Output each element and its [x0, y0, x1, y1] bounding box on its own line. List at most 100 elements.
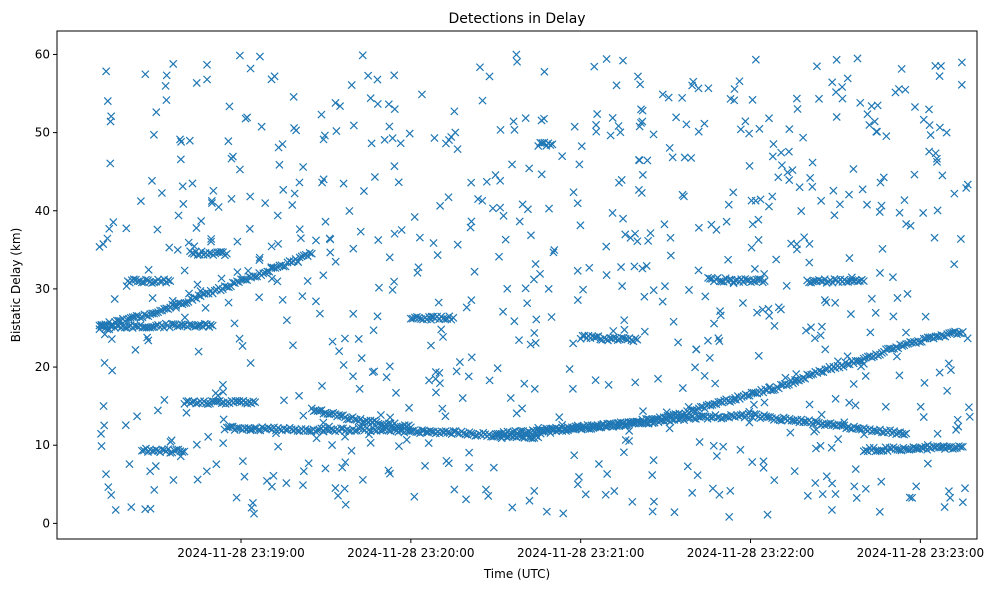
data-point — [665, 424, 674, 433]
data-point — [141, 70, 150, 79]
data-point — [851, 401, 860, 410]
data-point — [295, 391, 304, 400]
x-tick-label: 2024-11-28 23:20:00 — [347, 546, 474, 560]
data-point — [406, 423, 415, 432]
data-point — [282, 479, 291, 488]
data-point — [164, 276, 173, 285]
data-point — [845, 254, 854, 263]
data-point — [499, 307, 508, 316]
plot-area-frame — [56, 30, 978, 540]
data-point — [878, 244, 887, 253]
data-point — [366, 94, 375, 103]
data-point — [829, 186, 838, 195]
data-point — [590, 62, 599, 71]
data-point — [801, 326, 811, 335]
data-point — [693, 471, 702, 480]
data-point — [832, 112, 841, 122]
data-point — [792, 370, 801, 379]
data-point — [97, 429, 106, 438]
data-point — [388, 134, 397, 143]
data-point — [750, 410, 759, 419]
data-point — [755, 124, 764, 133]
data-point — [192, 78, 201, 87]
data-point — [215, 248, 224, 257]
data-point — [770, 476, 779, 485]
data-point — [196, 286, 205, 296]
data-point — [474, 195, 483, 204]
data-point — [100, 358, 109, 367]
data-point — [881, 402, 890, 411]
data-point — [678, 190, 687, 199]
data-point — [747, 196, 756, 205]
data-point — [879, 173, 888, 182]
data-point — [462, 303, 471, 312]
data-point — [751, 55, 760, 64]
data-point — [745, 407, 754, 416]
data-point — [331, 484, 340, 493]
data-point — [559, 425, 568, 434]
data-point — [293, 426, 302, 435]
data-point — [658, 297, 667, 306]
data-point — [193, 475, 202, 484]
data-point — [575, 160, 584, 169]
data-point — [106, 159, 115, 168]
data-point — [958, 498, 967, 507]
data-point — [125, 460, 134, 469]
data-point — [705, 353, 714, 362]
data-point — [489, 463, 498, 472]
x-axis-ticks: 2024-11-28 23:19:00 2024-11-28 23:20:00 20… — [177, 539, 984, 560]
data-point — [827, 443, 836, 452]
data-point — [581, 490, 590, 499]
data-point — [919, 208, 928, 217]
data-point — [212, 460, 221, 469]
data-point — [856, 98, 865, 107]
data-point — [873, 101, 882, 110]
data-point — [808, 158, 817, 167]
data-point — [261, 199, 270, 208]
data-point — [638, 407, 648, 416]
data-point — [380, 135, 389, 144]
data-point — [505, 429, 514, 438]
data-point — [209, 186, 218, 195]
data-point — [262, 476, 271, 485]
data-point — [207, 196, 216, 205]
data-point — [141, 275, 150, 284]
data-point — [577, 142, 586, 151]
data-point — [684, 402, 693, 411]
data-point — [768, 192, 777, 201]
data-point — [143, 333, 152, 342]
data-point — [257, 122, 266, 131]
data-point — [549, 248, 558, 257]
data-point — [790, 467, 799, 476]
data-point — [736, 445, 745, 454]
data-point — [895, 371, 904, 380]
data-point — [180, 313, 189, 322]
data-point — [902, 429, 911, 438]
data-point — [616, 128, 625, 137]
data-point — [225, 102, 234, 111]
data-point — [760, 398, 769, 407]
data-point — [893, 293, 902, 302]
data-point — [467, 178, 476, 187]
data-point — [235, 51, 244, 60]
data-point — [684, 285, 694, 294]
data-point — [202, 467, 211, 476]
data-point — [603, 469, 612, 478]
data-point — [817, 196, 826, 205]
data-point — [297, 252, 306, 261]
data-point — [180, 266, 189, 275]
data-point — [858, 185, 867, 194]
data-point — [326, 248, 335, 257]
data-point — [539, 114, 549, 123]
data-point — [161, 81, 170, 90]
data-point — [108, 366, 117, 375]
data-point — [531, 259, 540, 269]
data-point — [828, 78, 837, 87]
data-point — [137, 446, 146, 455]
data-point — [538, 138, 547, 148]
data-point — [912, 482, 921, 491]
data-point — [496, 176, 505, 185]
data-point — [882, 132, 891, 141]
data-point — [326, 235, 335, 244]
